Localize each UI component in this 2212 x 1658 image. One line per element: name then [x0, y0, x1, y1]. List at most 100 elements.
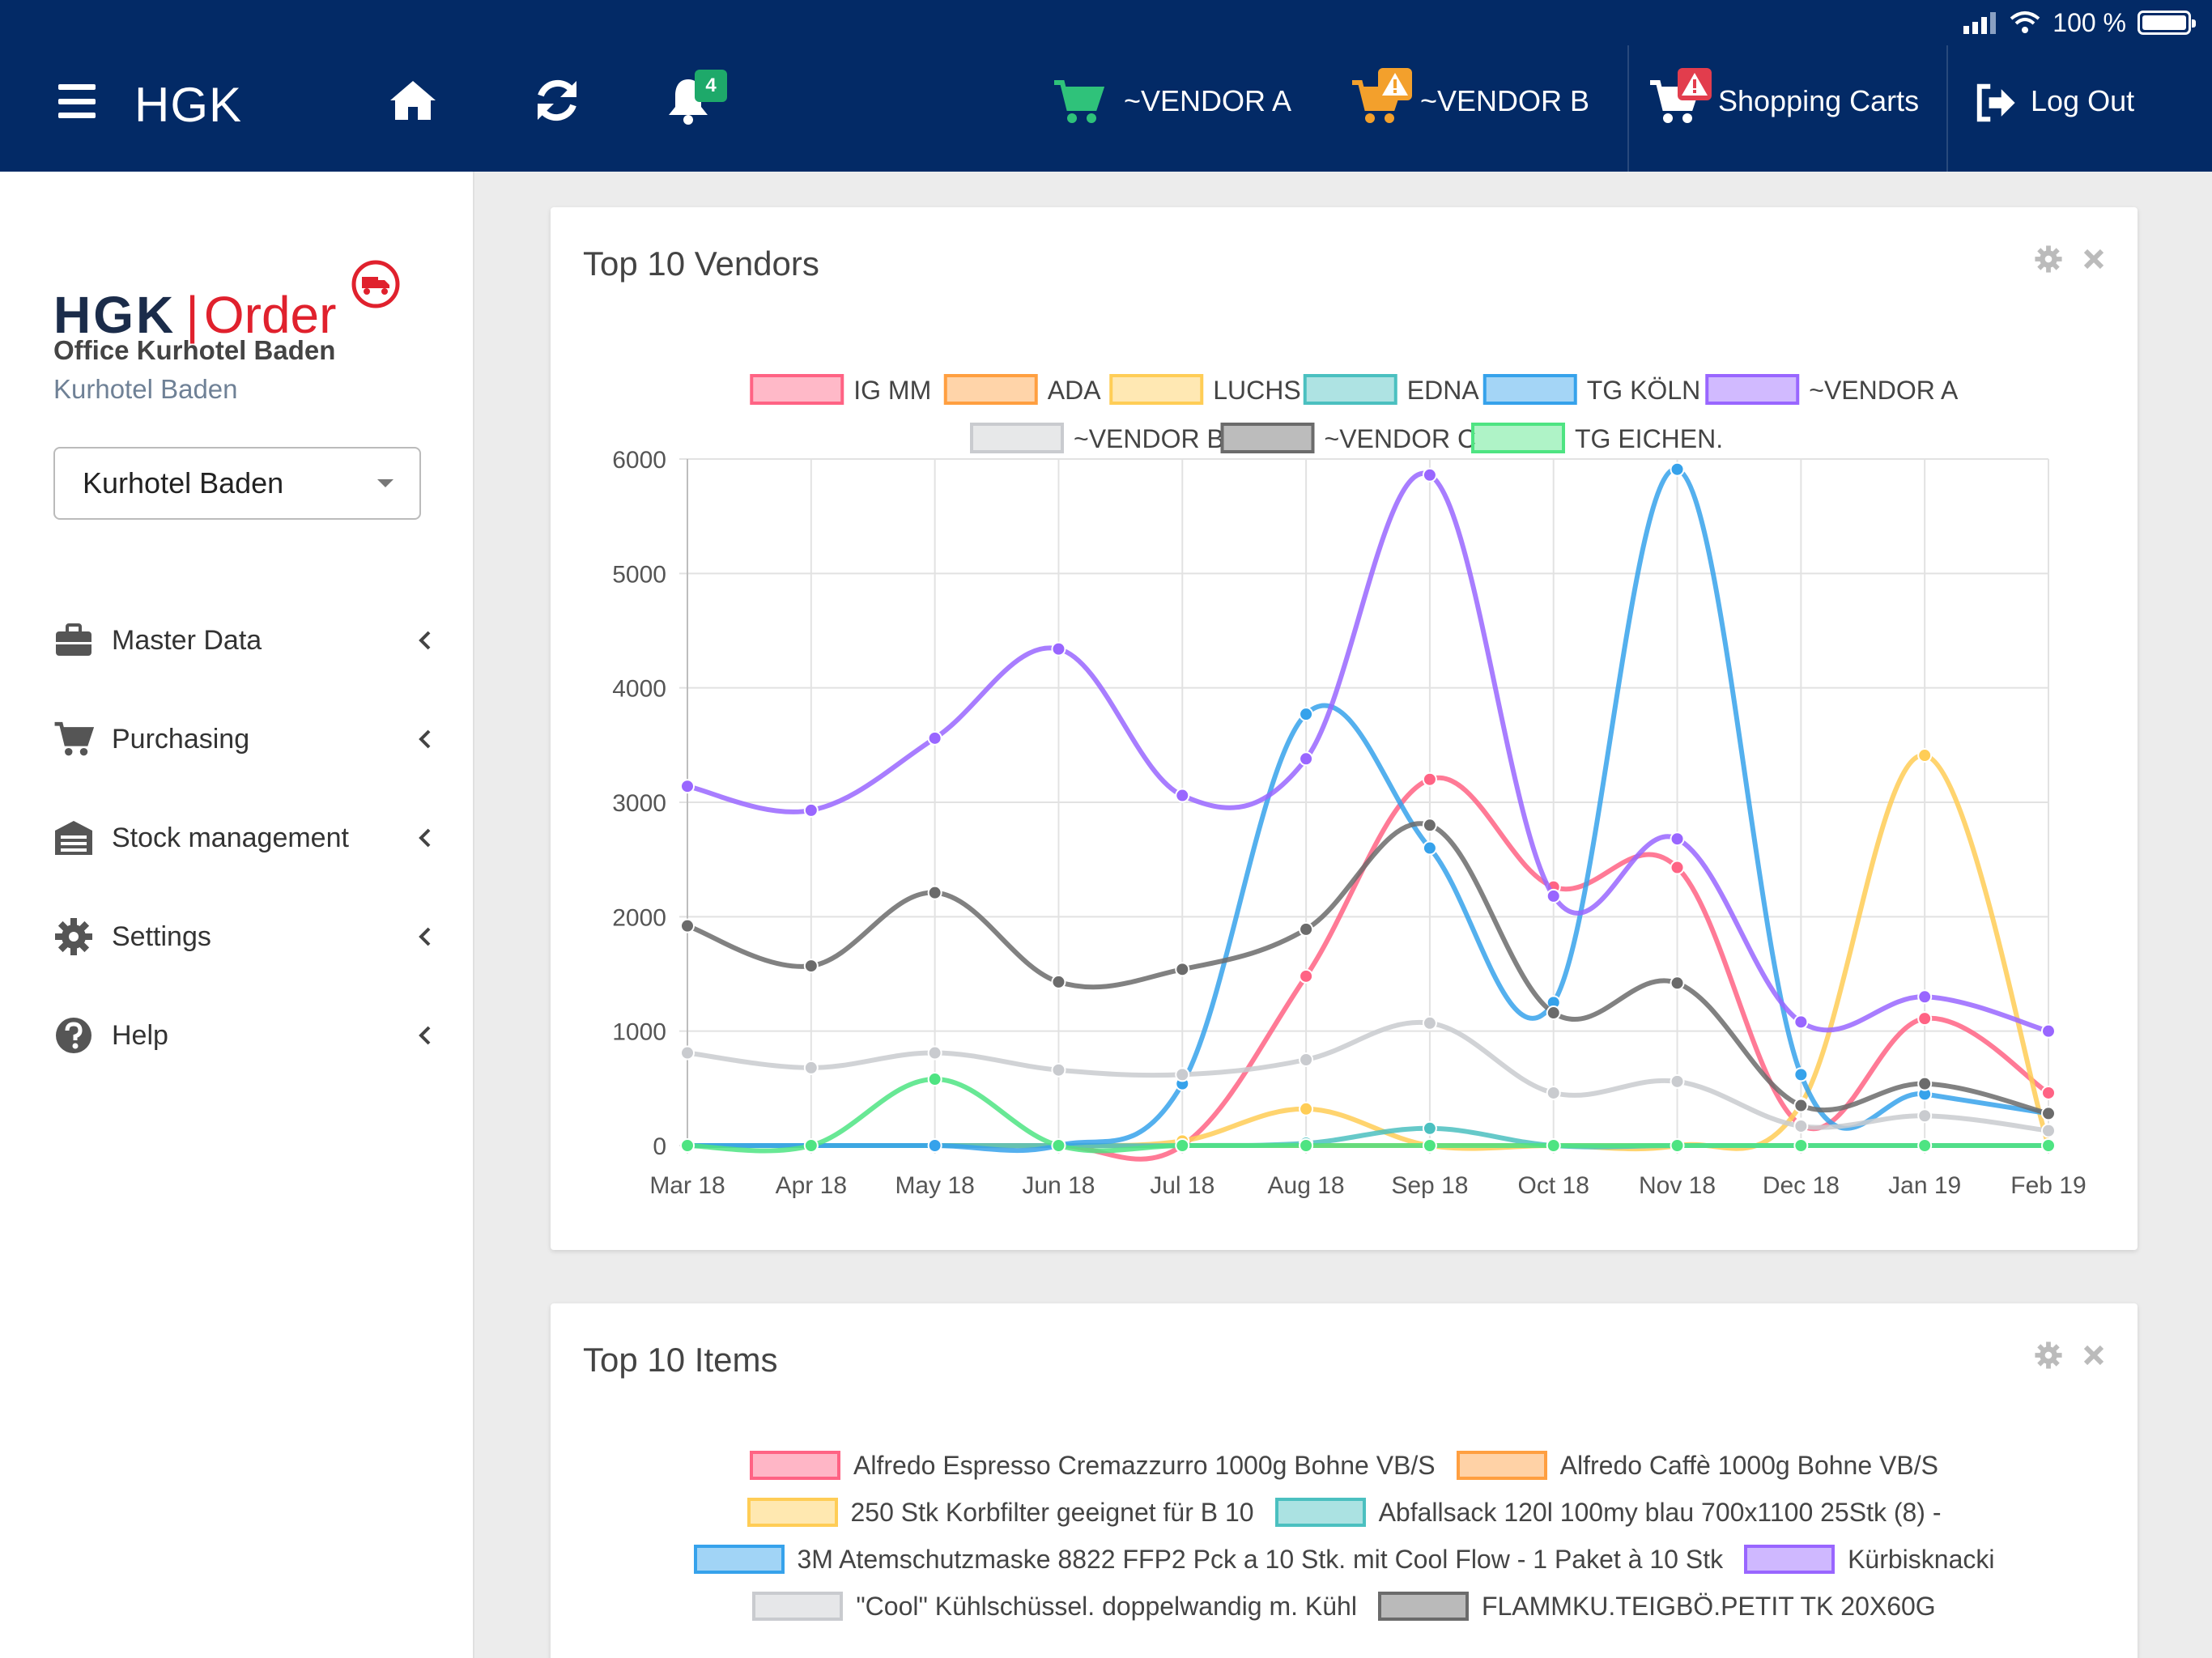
items-legend-entry[interactable]: 250 Stk Korbfilter geeignet für B 10 [747, 1496, 1254, 1528]
cart-vendor-a-link[interactable]: ~VENDOR A [1124, 84, 1292, 117]
header-divider [1946, 45, 1948, 172]
data-point [2041, 1085, 2056, 1100]
data-point [1670, 1138, 1685, 1153]
data-point [1422, 840, 1437, 856]
legend-label: Abfallsack 120l 100my blau 700x1100 25St… [1378, 1497, 1942, 1527]
items-legend-entry[interactable]: Abfallsack 120l 100my blau 700x1100 25St… [1274, 1496, 1942, 1528]
app-brand[interactable]: HGK [134, 78, 243, 132]
legend-label: 3M Atemschutzmaske 8822 FFP2 Pck a 10 St… [797, 1544, 1724, 1574]
items-legend-entry[interactable]: Alfredo Caffè 1000g Bohne VB/S [1456, 1449, 1938, 1482]
briefcase-icon [56, 623, 91, 656]
data-point [1546, 888, 1561, 903]
gear-icon [55, 918, 92, 955]
sidebar-item-stock-management[interactable]: Stock management [53, 810, 442, 866]
sidebar-item-label: Purchasing [112, 723, 250, 755]
sidebar-item-label: Stock management [112, 822, 349, 853]
legend-label: ADA [1048, 376, 1101, 405]
data-point [803, 959, 819, 974]
hotel-select-value: Kurhotel Baden [83, 466, 284, 500]
data-point [680, 918, 695, 933]
device-status-bar: 100 % [1962, 6, 2196, 39]
series-line [687, 466, 2049, 1154]
data-point [1546, 1085, 1561, 1100]
menu-toggle-button[interactable] [58, 84, 96, 118]
data-point [1175, 788, 1190, 803]
logo-text-right: Order [203, 286, 337, 344]
logo-divider: | [185, 286, 199, 344]
x-tick-label: Sep 18 [1391, 1172, 1468, 1199]
data-point [1917, 748, 1933, 763]
battery-percent: 100 % [2052, 7, 2126, 37]
data-point [1793, 1014, 1809, 1030]
panel-settings-gear-icon[interactable] [2034, 1341, 2063, 1370]
data-point [927, 1045, 942, 1061]
x-tick-label: Nov 18 [1639, 1172, 1716, 1199]
data-point [803, 1060, 819, 1075]
logout-icon[interactable] [1974, 81, 2018, 125]
data-point [1917, 989, 1933, 1005]
legend-label: TG EICHEN. [1575, 424, 1723, 453]
sidebar-item-help[interactable]: Help [53, 1007, 442, 1064]
data-point [1422, 1138, 1437, 1153]
panel-close-icon[interactable] [2079, 1341, 2108, 1370]
warning-icon [1378, 68, 1412, 100]
x-tick-label: Jan 19 [1888, 1172, 1961, 1199]
legend-swatch [752, 1592, 844, 1621]
legend-swatch [1456, 1451, 1547, 1480]
x-tick-label: Jul 18 [1150, 1172, 1214, 1199]
notification-badge: 4 [695, 70, 727, 102]
data-point [1546, 1005, 1561, 1021]
legend-swatch [1303, 374, 1397, 405]
data-point [680, 1045, 695, 1061]
data-point [1917, 1108, 1933, 1124]
data-point [680, 1138, 695, 1153]
legend-label: Kürbisknacki [1848, 1544, 1995, 1574]
sidebar-item-purchasing[interactable]: Purchasing [53, 711, 442, 767]
refresh-icon[interactable] [531, 74, 583, 126]
items-legend-entry[interactable]: 3M Atemschutzmaske 8822 FFP2 Pck a 10 St… [693, 1543, 1724, 1575]
data-point [1917, 1076, 1933, 1091]
sidebar: HGK | Order Office Kurhotel Baden Kurhot… [0, 172, 474, 1658]
legend-swatch [1220, 423, 1315, 453]
items-legend-entry[interactable]: FLAMMKU.TEIGBÖ.PETIT TK 20X60G [1377, 1590, 1936, 1622]
y-tick-label: 0 [653, 1133, 666, 1160]
x-tick-label: Jun 18 [1022, 1172, 1095, 1199]
data-point [2041, 1138, 2056, 1153]
home-icon[interactable] [387, 74, 439, 126]
wifi-icon [2010, 11, 2040, 33]
shopping-carts-link[interactable]: Shopping Carts [1718, 84, 1920, 117]
top-vendors-panel: Top 10 Vendors IG MM ADA LUCHS EDNA TG KÖLN ~… [551, 207, 2138, 1250]
data-point [1051, 1138, 1066, 1153]
panel-close-icon[interactable] [2079, 244, 2108, 274]
legend-swatch [750, 374, 844, 405]
panel-tools [2034, 1341, 2108, 1370]
y-tick-label: 1000 [612, 1019, 666, 1046]
cart-vendor-b-link[interactable]: ~VENDOR B [1420, 84, 1590, 117]
data-point [1670, 860, 1685, 875]
chevron-left-icon [419, 1026, 431, 1045]
logout-link[interactable]: Log Out [2031, 84, 2135, 117]
sidebar-item-master-data[interactable]: Master Data [53, 612, 442, 669]
data-point [1793, 1118, 1809, 1133]
legend-swatch [1109, 374, 1204, 405]
data-point [1917, 1011, 1933, 1027]
panel-title: Top 10 Items [583, 1341, 778, 1379]
data-point [1299, 968, 1314, 984]
header-divider [1627, 45, 1629, 172]
x-tick-label: Feb 19 [2010, 1172, 2086, 1199]
cart-icon[interactable] [1053, 76, 1104, 128]
panel-settings-gear-icon[interactable] [2034, 244, 2063, 274]
sidebar-item-settings[interactable]: Settings [53, 908, 442, 965]
data-point [1422, 1120, 1437, 1136]
items-legend-entry[interactable]: "Cool" Kühlschüssel. doppelwandig m. Küh… [752, 1590, 1357, 1622]
legend-label: 250 Stk Korbfilter geeignet für B 10 [850, 1497, 1254, 1527]
sidebar-item-label: Master Data [112, 624, 262, 656]
series-line [687, 753, 2051, 1152]
data-point [1670, 976, 1685, 991]
items-legend-entry[interactable]: Kürbisknacki [1744, 1543, 1994, 1575]
data-point [1793, 1098, 1809, 1113]
items-legend-entry[interactable]: Alfredo Espresso Cremazzurro 1000g Bohne… [750, 1449, 1436, 1482]
hotel-select[interactable]: Kurhotel Baden [53, 447, 421, 520]
legend-swatch [1744, 1545, 1836, 1574]
x-tick-label: Dec 18 [1763, 1172, 1840, 1199]
